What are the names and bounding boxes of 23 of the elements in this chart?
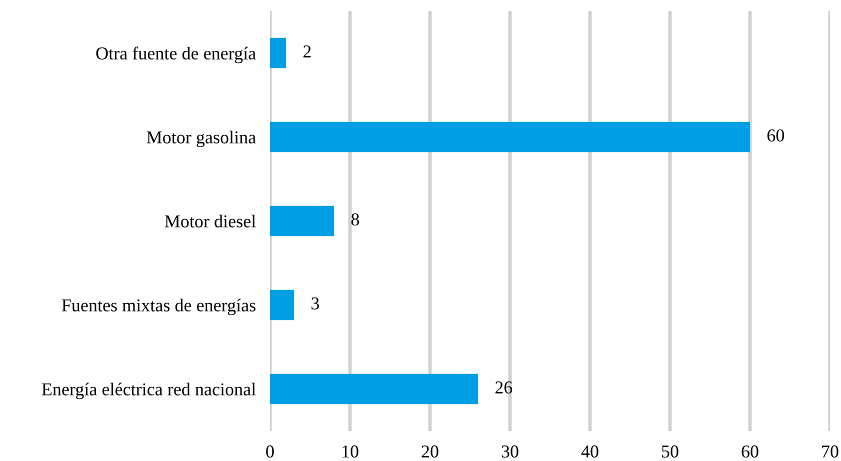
bar [270,374,478,404]
x-tick-label: 30 [502,445,518,458]
x-tick-label: 70 [822,445,838,458]
data-label: 8 [351,213,360,226]
bar [270,122,750,152]
y-tick-label: Motor diesel [164,214,256,228]
x-tick-label: 10 [342,445,358,458]
x-tick-label: 40 [581,445,598,458]
y-tick-label: Energía eléctrica red nacional [42,382,256,400]
bar [270,290,294,320]
x-tick-label: 50 [662,445,678,458]
data-label: 3 [312,297,319,310]
y-tick-label: Otra fuente de energía [96,46,256,64]
y-tick-label: Fuentes mixtas de energías [62,298,256,316]
data-label: 60 [767,129,784,142]
y-tick-label: Motor gasolina [146,130,256,148]
data-label: 26 [495,381,512,394]
bar [270,38,286,68]
x-tick-label: 20 [422,445,438,458]
x-tick-label: 60 [742,445,758,458]
data-label: 2 [303,45,311,58]
x-tick-label: 0 [266,445,274,458]
bar [270,206,334,236]
